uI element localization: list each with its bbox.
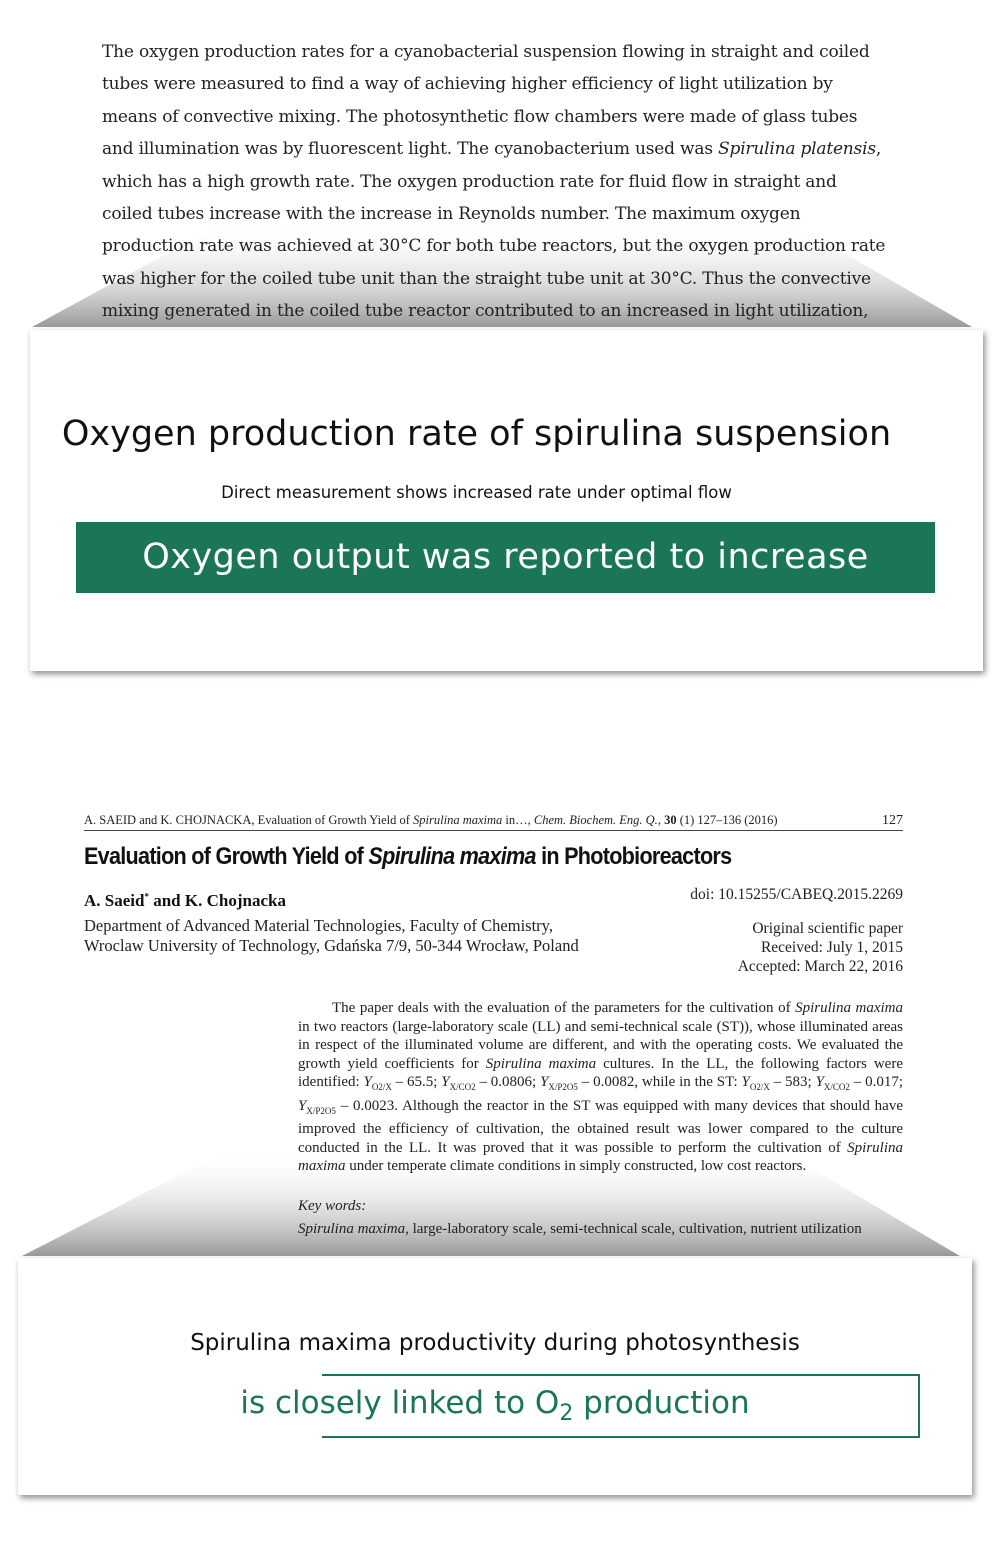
symbol: Y <box>815 1074 824 1090</box>
text-run: , <box>657 813 665 827</box>
text-run: – 65.5; <box>391 1074 442 1090</box>
affiliation: Department of Advanced Material Technolo… <box>84 916 579 956</box>
author: and K. Chojnacka <box>148 891 286 910</box>
symbol: Y <box>540 1074 549 1090</box>
paper-meta: Original scientific paper Received: July … <box>738 919 903 976</box>
footnote-mark: * <box>144 891 149 902</box>
card-subtitle: Direct measurement shows increased rate … <box>221 483 732 502</box>
page-number: 127 <box>882 813 903 828</box>
subscript: O2/X <box>749 1082 770 1092</box>
paper-title: Evaluation of Growth Yield of Spirulina … <box>84 843 732 871</box>
received-date: Received: July 1, 2015 <box>760 939 903 956</box>
abstract: The paper deals with the evaluation of t… <box>298 999 903 1176</box>
keywords: Spirulina maxima, large-laboratory scale… <box>298 1220 903 1238</box>
callout-card <box>18 1258 972 1495</box>
text-run: Evaluation of Growth Yield of <box>84 843 369 870</box>
card-title: Oxygen production rate of spirulina susp… <box>61 414 892 454</box>
text-run: under temperate climate conditions in si… <box>345 1158 807 1174</box>
subscript: O2/X <box>371 1082 392 1092</box>
symbol: Y <box>363 1074 372 1090</box>
symbol: Y <box>441 1074 450 1090</box>
card-line: is closely linked to O2 production <box>0 1385 990 1426</box>
text-run: production <box>573 1385 750 1421</box>
card-line: Spirulina maxima productivity during pho… <box>190 1330 800 1356</box>
zoom-beam <box>32 222 972 327</box>
text-run: – 0.0806; <box>475 1074 541 1090</box>
doi: doi: 10.15255/CABEQ.2015.2269 <box>690 886 903 903</box>
subscript: 2 <box>559 1401 574 1427</box>
author: A. Saeid <box>84 891 145 910</box>
highlight-frame <box>322 1374 920 1438</box>
text-run: A. SAEID and K. CHOJNACKA, Evaluation of… <box>84 813 414 827</box>
callout-card <box>30 330 983 671</box>
species-name: Spirulina maxima <box>368 843 536 870</box>
text-run: in Photobioreactors <box>535 843 732 870</box>
species-name: Spirulina platensis <box>718 139 876 160</box>
subscript: X/P2O5 <box>306 1105 336 1116</box>
text-run: – 0.0023. Although the reactor in the ST… <box>298 1097 903 1156</box>
species-name: Spirulina maxima <box>795 1000 903 1016</box>
affiliation-line: Department of Advanced Material Technolo… <box>84 916 553 935</box>
species-name: Spirulina maxima <box>485 1055 597 1072</box>
text-run: , which has a high growth rate. The oxyg… <box>102 139 886 322</box>
text-run: – 583; <box>769 1074 816 1090</box>
text-run: The oxygen production rates for a cyanob… <box>102 42 870 160</box>
running-header: A. SAEID and K. CHOJNACKA, Evaluation of… <box>84 813 903 831</box>
subscript: X/CO2 <box>823 1082 850 1092</box>
text-run: in…, <box>502 813 534 827</box>
volume: 30 <box>664 813 677 827</box>
text-run: – 0.017; <box>849 1074 904 1090</box>
zoom-beam <box>22 1150 960 1256</box>
subscript: X/P2O5 <box>548 1082 578 1092</box>
text-run: in two reactors (large-laboratory scale … <box>298 1018 903 1072</box>
text-run: The paper deals with the evaluation of t… <box>332 1000 796 1016</box>
subscript: X/CO2 <box>449 1082 476 1092</box>
highlight-banner: Oxygen output was reported to increase <box>76 522 935 593</box>
text-run: – 0.0082, while in the ST: <box>577 1074 742 1090</box>
excerpt-text: The oxygen production rates for a cyanob… <box>102 36 892 328</box>
text-run: (1) 127–136 (2016) <box>676 813 778 827</box>
paper-type: Original scientific paper <box>752 920 903 937</box>
text-run: Spirulina maxima <box>413 813 503 827</box>
species-name: Spirulina maxima <box>298 1139 903 1175</box>
symbol: Y <box>298 1097 307 1114</box>
species-name: Spirulina maxima <box>298 1221 406 1237</box>
accepted-date: Accepted: March 22, 2016 <box>737 958 903 975</box>
symbol: Y <box>741 1074 750 1090</box>
authors: A. Saeid* and K. Chojnacka <box>84 891 286 911</box>
journal-name: Chem. Biochem. Eng. Q. <box>533 813 658 827</box>
keywords-label: Key words: <box>298 1198 367 1214</box>
text-run: , large-laboratory scale, semi-technical… <box>405 1221 862 1237</box>
text-run: cultures. In the LL, the following facto… <box>298 1055 903 1091</box>
text-run: is closely linked to O <box>240 1385 560 1421</box>
affiliation-line: Wroclaw University of Technology, Gdańsk… <box>84 936 579 955</box>
